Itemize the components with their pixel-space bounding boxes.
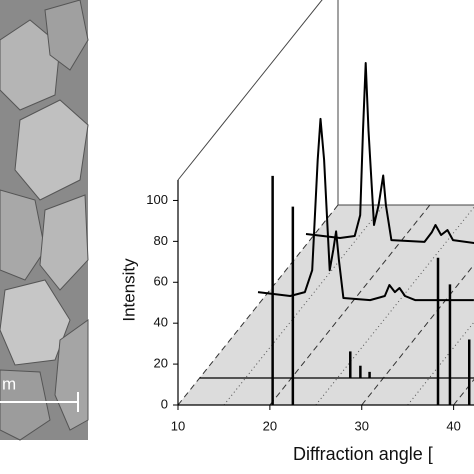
sem-image: m <box>0 0 89 441</box>
y-tick-label: 0 <box>161 396 168 411</box>
x-tick-label: 10 <box>171 418 185 433</box>
floor-guide-minor <box>315 206 474 406</box>
crystal <box>0 189 46 281</box>
x-tick-label: 40 <box>446 418 460 433</box>
side-wall-edge <box>177 0 323 181</box>
crystal <box>14 99 89 201</box>
crystal <box>0 19 61 111</box>
floor <box>178 205 474 405</box>
scale-label: m <box>2 374 16 393</box>
y-tick-label: 80 <box>154 233 168 248</box>
y-tick-label: 20 <box>154 356 168 371</box>
diffraction-pattern <box>305 62 474 244</box>
y-tick-label: 100 <box>146 192 168 207</box>
floor-guide <box>361 263 474 406</box>
x-tick-label: 20 <box>263 418 277 433</box>
floor-guide-minor <box>223 204 385 406</box>
floor-guide <box>269 204 431 406</box>
x-tick-label: 30 <box>355 418 369 433</box>
crystal <box>44 0 89 71</box>
y-tick-label: 40 <box>154 315 168 330</box>
diffraction-pattern <box>257 117 474 302</box>
floor-guide <box>177 204 339 406</box>
x-axis-label: Diffraction angle [ <box>293 444 433 464</box>
crystal <box>0 369 51 441</box>
y-axis-label: Intensity <box>119 258 138 322</box>
y-tick-label: 60 <box>154 274 168 289</box>
crystal <box>39 194 89 291</box>
crystal <box>0 279 71 366</box>
